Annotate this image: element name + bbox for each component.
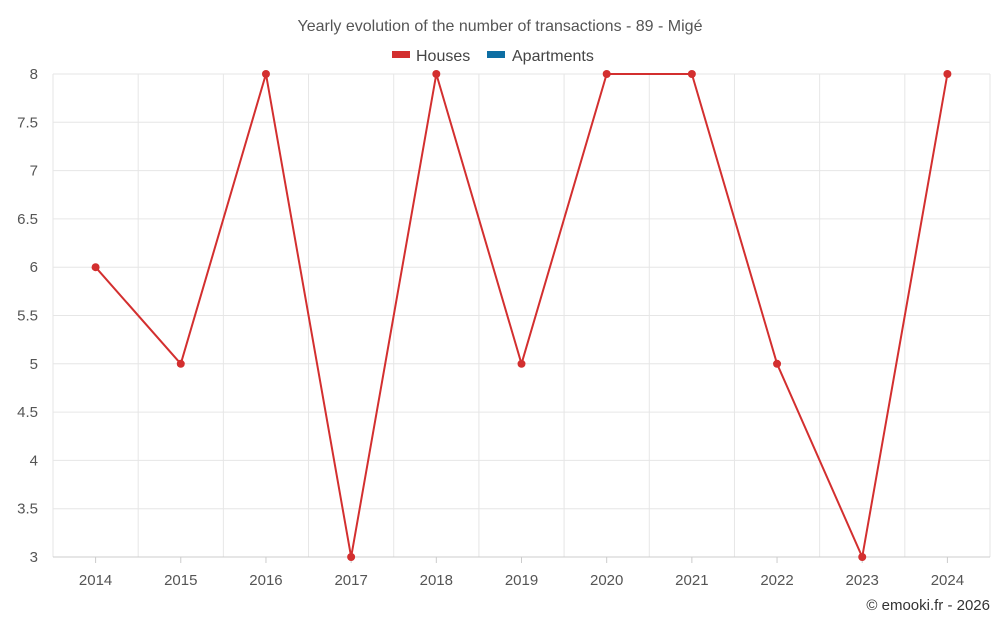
data-point-houses-2015[interactable] — [176, 359, 185, 368]
data-point-houses-2014[interactable] — [91, 263, 100, 272]
y-tick-label: 4.5 — [17, 404, 38, 421]
x-tick-label: 2024 — [931, 572, 964, 589]
y-tick-label: 5 — [30, 356, 38, 373]
y-tick-label: 3.5 — [17, 501, 38, 518]
x-tick-label: 2016 — [249, 572, 282, 589]
x-tick-label: 2020 — [590, 572, 623, 589]
y-tick-label: 6.5 — [17, 211, 38, 228]
x-tick-label: 2022 — [760, 572, 793, 589]
data-point-houses-2017[interactable] — [347, 553, 356, 561]
x-tick-label: 2023 — [846, 572, 879, 589]
x-tick-label: 2014 — [79, 572, 112, 589]
legend-item-apartments[interactable]: Apartments — [487, 48, 594, 65]
x-tick-label: 2021 — [675, 572, 708, 589]
series-houses — [91, 70, 952, 561]
data-point-houses-2019[interactable] — [517, 359, 526, 368]
y-tick-label: 5.5 — [17, 308, 38, 325]
legend-label-apartments: Apartments — [512, 48, 594, 65]
y-tick-label: 7.5 — [17, 114, 38, 131]
x-tick-label: 2015 — [164, 572, 197, 589]
data-point-houses-2021[interactable] — [687, 70, 696, 78]
y-tick-label: 6 — [30, 259, 38, 276]
y-tick-label: 8 — [30, 66, 38, 83]
y-tick-label: 3 — [30, 549, 38, 566]
data-point-houses-2016[interactable] — [261, 70, 270, 78]
x-tick-label: 2019 — [505, 572, 538, 589]
x-tick-label: 2017 — [334, 572, 367, 589]
legend-item-houses[interactable]: Houses — [392, 48, 470, 65]
grid — [52, 73, 991, 558]
chart-title: Yearly evolution of the number of transa… — [298, 18, 703, 35]
x-tick-label: 2018 — [420, 572, 453, 589]
axes: 3 3.5 4 4.5 5 5.5 6 6.5 7 7.5 8 2014 2015 2016 2017 201… — [17, 66, 990, 589]
data-point-houses-2024[interactable] — [943, 70, 952, 78]
data-point-houses-2018[interactable] — [432, 70, 441, 78]
legend: Houses Apartments — [392, 48, 594, 65]
data-point-houses-2020[interactable] — [602, 70, 611, 78]
data-point-houses-2023[interactable] — [858, 553, 867, 561]
data-point-houses-2022[interactable] — [773, 359, 782, 368]
y-tick-label: 4 — [30, 452, 38, 469]
legend-swatch-apartments — [487, 51, 505, 58]
legend-label-houses: Houses — [416, 48, 470, 65]
y-tick-label: 7 — [30, 163, 38, 180]
credit-text: © emooki.fr - 2026 — [866, 597, 990, 614]
legend-swatch-houses — [392, 51, 410, 58]
